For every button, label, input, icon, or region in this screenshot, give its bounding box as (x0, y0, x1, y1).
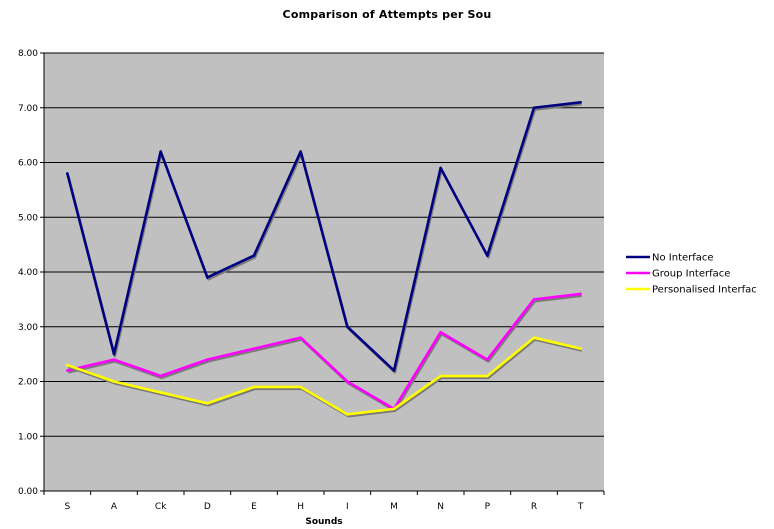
data-point (579, 100, 582, 104)
data-point (486, 254, 489, 257)
y-tick-label: 1.00 (18, 432, 38, 442)
data-point (66, 172, 69, 175)
chart-title: Comparison of Attempts per Sou (282, 8, 492, 21)
data-point (532, 336, 536, 340)
x-tick-label: E (251, 502, 257, 512)
x-tick-label: N (437, 502, 444, 512)
data-point (66, 369, 69, 372)
data-point (532, 106, 536, 110)
x-tick-label: A (111, 502, 118, 512)
legend-label: No Interface (652, 253, 714, 264)
data-point (346, 325, 349, 329)
series-line (66, 100, 581, 372)
x-tick-label: I (346, 502, 349, 512)
data-point (206, 402, 209, 405)
data-point (206, 276, 209, 279)
data-point (206, 358, 209, 361)
y-tick-label: 7.00 (18, 104, 38, 114)
y-tick-label: 5.00 (18, 213, 38, 223)
data-point (299, 150, 302, 153)
data-point (159, 150, 162, 153)
x-axis-title: Sounds (305, 517, 342, 527)
x-tick-label: Ck (155, 502, 167, 512)
y-tick-label: 0.00 (18, 487, 38, 497)
data-point (252, 347, 256, 350)
data-point (439, 374, 442, 378)
x-tick-label: D (204, 502, 211, 512)
x-tick-label: M (390, 502, 398, 512)
legend: No Interface Group Interface Personalised … (626, 253, 757, 296)
x-tick-label: S (64, 502, 70, 512)
data-point (112, 380, 116, 383)
data-point (392, 407, 396, 411)
data-point (392, 369, 396, 372)
x-tick-label: R (531, 502, 537, 512)
data-point (159, 391, 162, 394)
legend-label: Group Interface (652, 269, 730, 280)
data-point (346, 413, 349, 416)
y-tick-label: 2.00 (18, 378, 38, 388)
data-point (299, 336, 302, 340)
data-point (486, 358, 489, 361)
data-point (532, 298, 536, 301)
y-tick-label: 3.00 (18, 323, 38, 333)
data-point (299, 385, 302, 389)
data-point (346, 380, 349, 383)
data-point (112, 352, 116, 356)
gridlines (44, 52, 604, 437)
x-tick-label: T (577, 502, 584, 512)
y-tick-label: 4.00 (18, 268, 38, 278)
y-tick-label: 8.00 (18, 49, 38, 59)
data-point (252, 254, 256, 257)
data-point (112, 358, 116, 361)
x-tick-label: H (297, 502, 304, 512)
series-line (67, 292, 581, 411)
data-point (579, 347, 582, 350)
series-line (66, 336, 581, 416)
data-point (439, 166, 442, 170)
data-point (159, 374, 162, 378)
data-point (579, 292, 582, 296)
data-point (486, 374, 489, 378)
x-tick-label: P (485, 502, 491, 512)
data-point (66, 363, 69, 367)
axes: 0.00 1.00 2.00 3.00 4.00 5.00 6.00 7.00 8.00 S A Ck… (18, 49, 605, 512)
data-point (252, 385, 256, 389)
data-point (439, 330, 442, 334)
series-lines (66, 100, 582, 418)
y-tick-label: 6.00 (18, 159, 38, 169)
legend-label: Personalised Interfac (652, 285, 757, 296)
